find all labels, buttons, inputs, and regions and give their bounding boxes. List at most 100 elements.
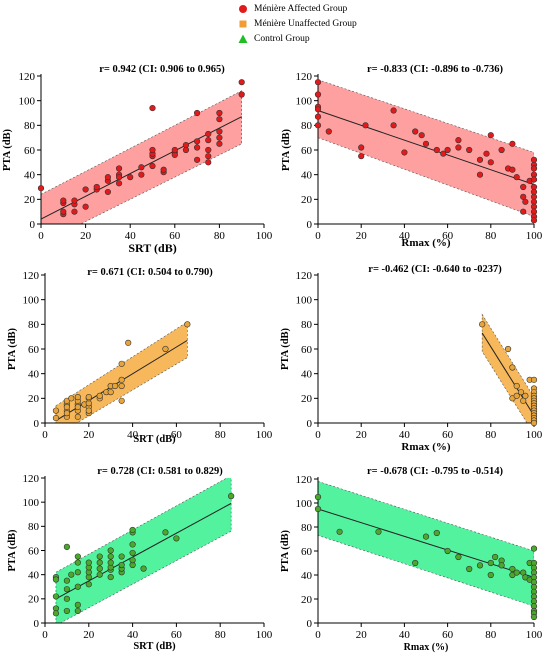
data-point	[74, 553, 81, 560]
data-point	[68, 571, 75, 578]
data-point	[37, 185, 45, 192]
data-point	[314, 122, 322, 129]
data-point	[115, 165, 123, 172]
data-point	[314, 505, 322, 513]
data-point	[530, 165, 538, 172]
y-axis-label: PTA (dB)	[7, 529, 18, 572]
data-point	[513, 392, 520, 399]
data-point	[93, 183, 100, 191]
legend-label: Control Group	[254, 34, 310, 44]
chart-svg: 0 20 40 60 80 100 120 0 20 40 60 80 100 r= -0.678 (CI…	[280, 466, 543, 653]
data-point	[325, 128, 332, 135]
data-point	[513, 174, 520, 181]
data-point	[96, 559, 103, 566]
data-point	[194, 138, 201, 145]
y-tick-label: 40	[301, 169, 313, 181]
data-point	[509, 364, 516, 371]
data-point	[182, 141, 190, 149]
x-axis-label: SRT (dB)	[133, 434, 176, 445]
x-tick-label: 80	[485, 429, 497, 441]
y-tick-label: 60	[28, 545, 40, 557]
data-point	[118, 397, 125, 404]
data-point	[314, 113, 322, 120]
y-axis-label: PTA (dB)	[7, 327, 18, 370]
x-tick-label: 100	[526, 629, 543, 641]
legend-item-control: Control Group	[236, 32, 310, 46]
data-point	[314, 493, 322, 501]
data-point	[184, 321, 191, 328]
x-tick-label: 0	[315, 230, 321, 242]
x-axis-label: SRT (dB)	[128, 241, 176, 255]
y-tick-label: 20	[28, 594, 40, 606]
data-point	[422, 140, 430, 147]
chart-panel-control-rmax: 0 20 40 60 80 100 120 0 20 40 60 80 100 r= -0.678 (CI…	[275, 458, 550, 661]
data-point	[74, 394, 81, 401]
x-tick-label: 60	[171, 629, 183, 641]
data-point	[63, 403, 70, 411]
x-tick-label: 60	[169, 230, 181, 242]
x-tick-label: 20	[356, 230, 368, 242]
data-point	[63, 586, 70, 593]
x-tick-label: 100	[526, 230, 543, 242]
legend: Ménière Affected Group Ménière Unaffecte…	[236, 1, 411, 47]
data-point	[160, 166, 167, 173]
data-point	[129, 526, 136, 534]
data-point	[314, 91, 322, 98]
data-point	[96, 565, 103, 572]
data-point	[440, 150, 447, 157]
data-point	[96, 392, 103, 399]
data-point	[476, 156, 484, 163]
data-point	[104, 174, 111, 181]
legend-label: Ménière Unaffected Group	[254, 19, 357, 29]
data-point	[52, 610, 60, 617]
data-point	[194, 109, 201, 117]
data-point	[390, 107, 397, 114]
data-point	[52, 407, 60, 414]
circle-icon	[236, 2, 250, 16]
data-point	[358, 144, 365, 151]
data-point	[85, 559, 92, 566]
x-axis-label: Rmax (%)	[404, 642, 449, 653]
chart-panel-affected-rmax: 0 20 40 60 80 100 120 0 20 40 60 80 100 r= -0.833 (CI…	[275, 60, 550, 260]
data-point	[129, 541, 136, 548]
triangle-icon	[236, 32, 250, 46]
y-tick-label: 40	[28, 368, 40, 380]
data-point	[358, 153, 365, 160]
data-point	[127, 174, 134, 181]
y-axis-label: PTA (dB)	[280, 327, 291, 370]
data-point	[238, 79, 245, 86]
data-point	[216, 109, 223, 117]
x-tick-label: 80	[214, 230, 226, 242]
data-point	[107, 559, 114, 566]
y-tick-label: 100	[296, 498, 313, 510]
y-tick-label: 0	[34, 618, 40, 630]
x-tick-label: 80	[485, 230, 497, 242]
chart-title: r= -0.833 (CI: -0.896 to -0.736)	[367, 64, 504, 75]
x-tick-label: 40	[127, 629, 139, 641]
data-point	[487, 132, 494, 139]
data-point	[522, 392, 529, 399]
data-point	[433, 146, 440, 154]
confidence-band	[55, 478, 232, 623]
chart-svg: 0 20 40 60 80 100 120 0 20 40 60 80 100 r= -0.462 (CI…	[280, 264, 543, 453]
confidence-band	[318, 79, 534, 217]
data-point	[115, 174, 123, 181]
data-point	[455, 137, 462, 144]
data-point	[140, 565, 147, 572]
data-point	[96, 571, 103, 578]
x-tick-label: 0	[42, 429, 48, 441]
chart-title: r= 0.728 (CI: 0.581 to 0.829)	[97, 466, 223, 477]
data-point	[63, 607, 70, 615]
x-tick-label: 20	[356, 429, 368, 441]
data-point	[68, 395, 75, 402]
y-tick-label: 120	[296, 270, 313, 282]
chart-svg: 0 20 40 60 80 100 120 0 20 40 60 80 100 r= 0.942 (CI:…	[2, 64, 273, 255]
y-tick-label: 20	[301, 594, 313, 606]
data-point	[530, 545, 538, 552]
data-point	[74, 559, 81, 566]
data-point	[162, 345, 169, 353]
chart-svg: 0 20 40 60 80 100 120 0 20 40 60 80 100 r= 0.671 (CI:…	[7, 267, 273, 445]
x-tick-label: 0	[315, 429, 321, 441]
data-point	[129, 549, 136, 557]
regression-line	[317, 508, 535, 578]
